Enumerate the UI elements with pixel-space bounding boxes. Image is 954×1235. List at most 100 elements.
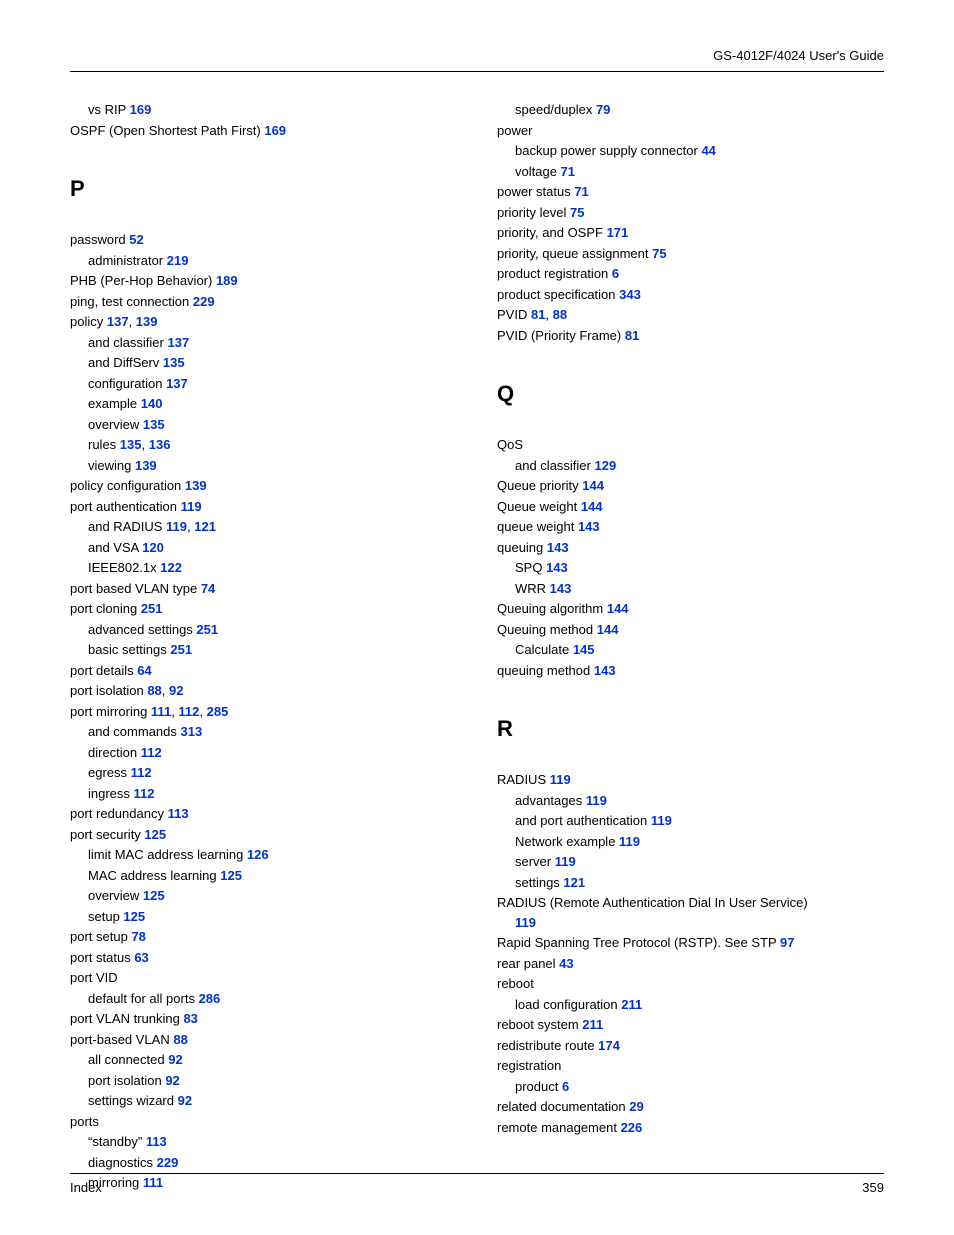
page-link[interactable]: 251 — [196, 622, 218, 637]
page-link[interactable]: 121 — [563, 875, 585, 890]
page-link[interactable]: 92 — [168, 1052, 182, 1067]
page-link[interactable]: 74 — [201, 581, 215, 596]
index-entry: port security 125 — [70, 825, 457, 845]
page-link[interactable]: 313 — [181, 724, 203, 739]
page-link[interactable]: 83 — [183, 1011, 197, 1026]
page-link[interactable]: 137 — [107, 314, 129, 329]
page-link[interactable]: 112 — [141, 745, 162, 760]
page-link[interactable]: 143 — [547, 540, 569, 555]
page-link[interactable]: 97 — [780, 935, 794, 950]
page-link[interactable]: 125 — [220, 868, 242, 883]
page-link[interactable]: 226 — [621, 1120, 643, 1135]
footer-page-number: 359 — [862, 1180, 884, 1195]
page-link[interactable]: 120 — [142, 540, 164, 555]
page-link[interactable]: 119 — [555, 854, 576, 869]
page-link[interactable]: 113 — [168, 806, 189, 821]
page-link[interactable]: 119 — [550, 772, 571, 787]
page-link[interactable]: 125 — [123, 909, 145, 924]
page-link[interactable]: 81 — [625, 328, 639, 343]
page-link[interactable]: 75 — [570, 205, 584, 220]
page-link[interactable]: 125 — [144, 827, 166, 842]
page-link[interactable]: 92 — [165, 1073, 179, 1088]
page-link[interactable]: 113 — [146, 1134, 167, 1149]
page-link[interactable]: 189 — [216, 273, 238, 288]
page-link[interactable]: 119 — [181, 499, 202, 514]
entry-text: queuing method — [497, 663, 594, 678]
page-link[interactable]: 144 — [582, 478, 604, 493]
page-link[interactable]: 251 — [170, 642, 192, 657]
page-link[interactable]: 139 — [136, 314, 158, 329]
index-entry: all connected 92 — [70, 1050, 457, 1070]
page-link[interactable]: 119 — [619, 834, 640, 849]
page-link[interactable]: 111 — [151, 704, 171, 719]
page-link[interactable]: 92 — [178, 1093, 192, 1108]
page-link[interactable]: 135 — [120, 437, 142, 452]
page-link[interactable]: 88 — [147, 683, 161, 698]
page-link[interactable]: 286 — [199, 991, 221, 1006]
page-link[interactable]: 112 — [131, 765, 152, 780]
page-link[interactable]: 139 — [185, 478, 207, 493]
page-link[interactable]: 229 — [193, 294, 215, 309]
page-link[interactable]: 145 — [573, 642, 595, 657]
page-link[interactable]: 112 — [134, 786, 155, 801]
page-link[interactable]: 119 — [586, 793, 607, 808]
page-link[interactable]: 6 — [612, 266, 619, 281]
page-link[interactable]: 144 — [597, 622, 619, 637]
page-link[interactable]: 229 — [157, 1155, 179, 1170]
page-link[interactable]: 75 — [652, 246, 666, 261]
page-link[interactable]: 169 — [130, 102, 152, 117]
page-link[interactable]: 119 — [515, 915, 536, 930]
page-link[interactable]: 44 — [701, 143, 715, 158]
page-link[interactable]: 126 — [247, 847, 269, 862]
page-link[interactable]: 174 — [598, 1038, 620, 1053]
page-link[interactable]: 29 — [629, 1099, 643, 1114]
page-link[interactable]: 71 — [561, 164, 575, 179]
page-link[interactable]: 88 — [553, 307, 567, 322]
page-link[interactable]: 6 — [562, 1079, 569, 1094]
page-link[interactable]: 143 — [546, 560, 568, 575]
page-link[interactable]: 79 — [596, 102, 610, 117]
page-link[interactable]: 211 — [621, 997, 642, 1012]
page-link[interactable]: 137 — [167, 335, 189, 350]
page-link[interactable]: 135 — [163, 355, 185, 370]
page-link[interactable]: 144 — [607, 601, 629, 616]
page-link[interactable]: 136 — [149, 437, 171, 452]
index-entry: example 140 — [70, 394, 457, 414]
page-link[interactable]: 125 — [143, 888, 165, 903]
entry-text: server — [515, 854, 555, 869]
page-link[interactable]: 122 — [160, 560, 182, 575]
page-link[interactable]: 43 — [559, 956, 573, 971]
page-link[interactable]: 81 — [531, 307, 545, 322]
page-link[interactable]: 121 — [194, 519, 216, 534]
page-link[interactable]: 135 — [143, 417, 165, 432]
page-link[interactable]: 285 — [207, 704, 229, 719]
page-link[interactable]: 137 — [166, 376, 188, 391]
page-link[interactable]: 139 — [135, 458, 157, 473]
page-link[interactable]: 78 — [131, 929, 145, 944]
page-link[interactable]: 219 — [167, 253, 189, 268]
page-link[interactable]: 144 — [581, 499, 603, 514]
entry-text: port isolation — [70, 683, 147, 698]
index-entry: default for all ports 286 — [70, 989, 457, 1009]
page-link[interactable]: 171 — [607, 225, 629, 240]
page-link[interactable]: 63 — [134, 950, 148, 965]
page-link[interactable]: 251 — [141, 601, 163, 616]
page-link[interactable]: 119 — [166, 519, 187, 534]
page-link[interactable]: 343 — [619, 287, 641, 302]
page-link[interactable]: 211 — [582, 1017, 603, 1032]
page-link[interactable]: 143 — [594, 663, 616, 678]
page-link[interactable]: 52 — [129, 232, 143, 247]
page-link[interactable]: 112 — [178, 704, 199, 719]
index-entry: reboot — [497, 974, 884, 994]
page-link[interactable]: 140 — [141, 396, 163, 411]
page-link[interactable]: 88 — [173, 1032, 187, 1047]
page-link[interactable]: 119 — [651, 813, 672, 828]
page-link[interactable]: 143 — [550, 581, 572, 596]
page-link[interactable]: 92 — [169, 683, 183, 698]
page-link[interactable]: 129 — [594, 458, 616, 473]
page-link[interactable]: 64 — [137, 663, 151, 678]
page-link[interactable]: 169 — [264, 123, 286, 138]
page-link[interactable]: 143 — [578, 519, 600, 534]
entry-text: IEEE802.1x — [88, 560, 160, 575]
page-link[interactable]: 71 — [574, 184, 588, 199]
